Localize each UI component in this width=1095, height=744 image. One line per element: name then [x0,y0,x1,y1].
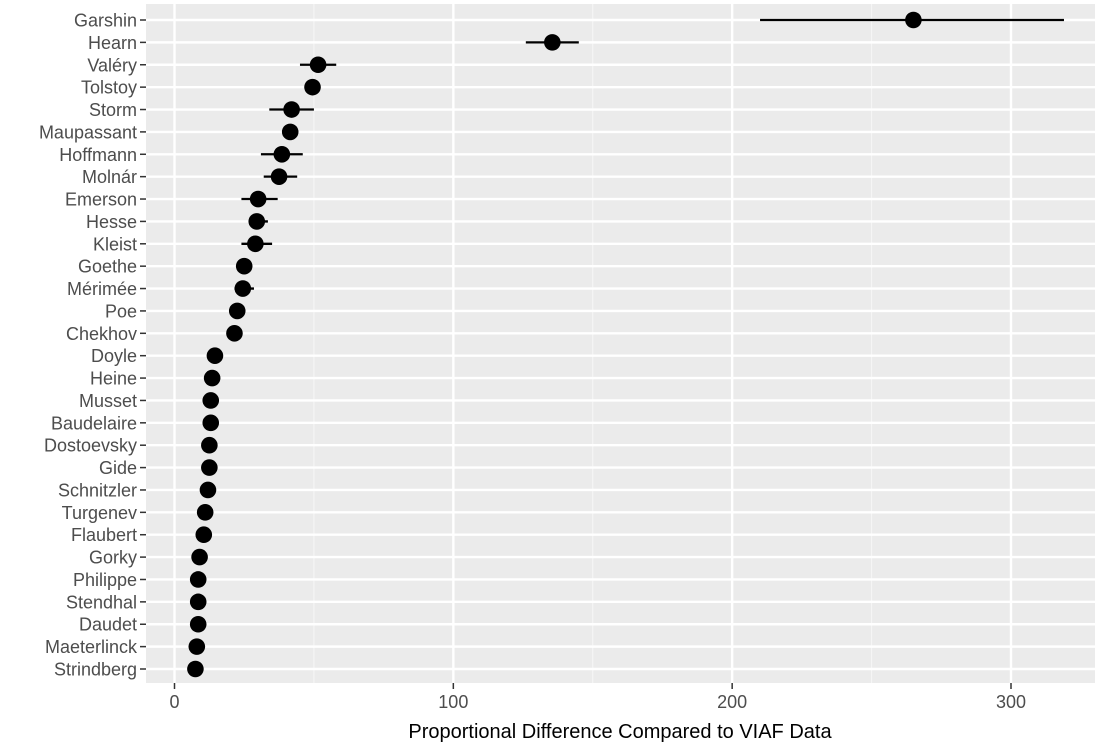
y-tick-label: Gide [99,458,137,478]
data-point [281,123,299,141]
y-tick-label: Molnár [82,167,137,187]
data-point [202,392,220,409]
y-tick-label: Hoffmann [59,145,137,165]
data-point [247,235,264,253]
data-point [905,11,922,29]
x-tick-label: 200 [717,692,747,712]
y-tick-label: Garshin [74,11,137,31]
data-point [196,504,214,521]
y-tick-label: Poe [105,301,137,321]
y-tick-label: Valéry [87,55,137,75]
y-tick-label: Strindberg [54,660,137,680]
y-tick-label: Goethe [78,257,137,277]
y-tick-label: Musset [79,391,137,411]
y-tick-label: Kleist [93,234,137,254]
data-point [273,145,291,163]
data-point [304,78,321,96]
data-point [195,526,213,544]
x-tick-label: 0 [169,692,179,712]
data-point [189,571,207,588]
data-point [201,436,218,454]
data-point [187,660,204,678]
data-point [226,325,243,342]
y-tick-label: Dostoevsky [44,436,137,456]
y-tick-label: Turgenev [62,503,137,523]
y-tick-label: Tolstoy [81,78,137,98]
data-point [248,213,266,230]
y-tick-label: Baudelaire [51,413,137,433]
data-point [235,257,253,275]
data-point [234,280,252,297]
y-tick-label: Flaubert [71,525,137,545]
major-gridlines [146,4,1095,683]
data-point [191,548,208,566]
x-tick-label: 300 [996,692,1026,712]
y-tick-label: Maupassant [39,122,137,142]
x-axis-title: Proportional Difference Compared to VIAF… [408,721,832,743]
data-point [202,414,220,432]
y-tick-label: Schnitzler [58,480,137,500]
data-point [201,459,218,476]
y-tick-label: Mérimée [67,279,137,299]
minor-gridlines [313,4,873,683]
data-point [189,615,207,633]
data-points [187,11,922,678]
y-tick-label: Chekhov [66,324,137,344]
data-point [309,56,327,74]
data-point [203,369,221,387]
x-axis: 0 100 200 300 [169,683,1026,712]
y-tick-label: Doyle [91,346,137,366]
x-tick-label: 100 [438,692,468,712]
y-tick-label: Hesse [86,212,137,232]
y-tick-label: Storm [89,100,137,120]
data-point [544,34,561,51]
y-tick-label: Heine [90,369,137,389]
data-point [189,593,207,611]
y-tick-label: Maeterlinck [45,637,138,657]
data-point [283,101,300,118]
data-point [228,302,246,320]
y-tick-label: Gorky [89,548,137,568]
y-tick-label: Hearn [88,33,137,53]
y-tick-label: Philippe [73,570,137,590]
y-tick-label: Daudet [79,615,137,635]
data-point [249,190,267,208]
y-tick-label: Emerson [65,190,137,210]
data-point [270,168,288,185]
data-point [206,347,224,364]
y-tick-label: Stendhal [66,592,137,612]
data-point [199,481,217,499]
data-point [188,638,206,655]
plot-panel [146,4,1095,683]
